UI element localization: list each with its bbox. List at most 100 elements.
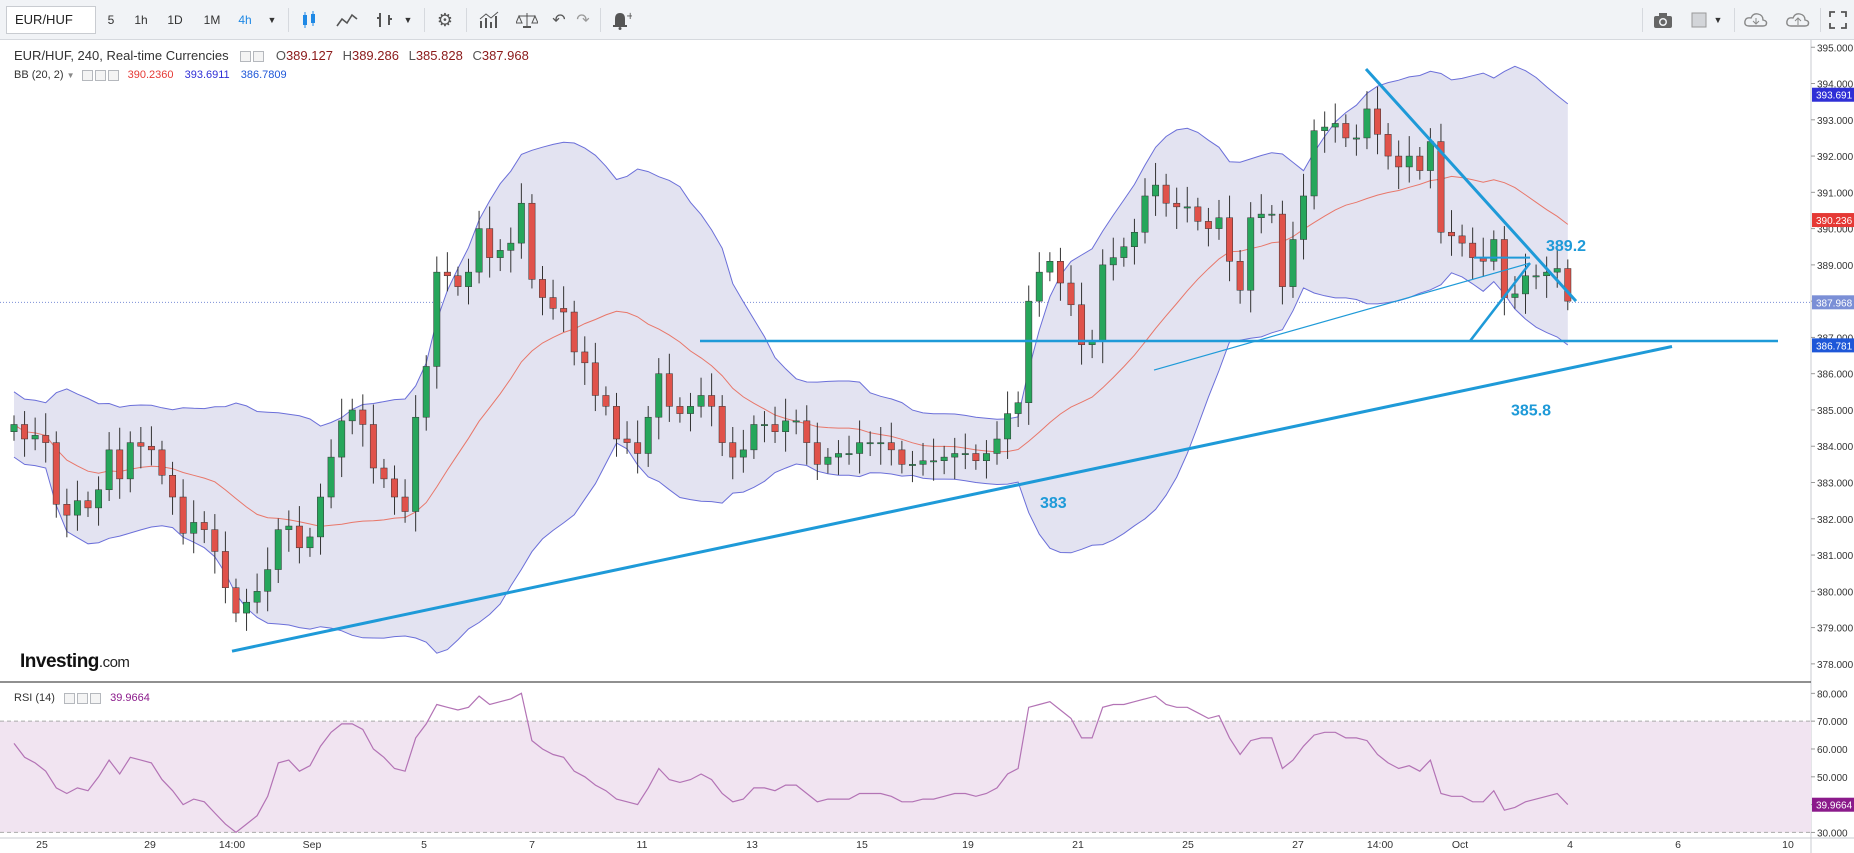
candle — [1046, 252, 1054, 282]
price-tick-label: 385.000 — [1817, 406, 1854, 417]
candles-icon[interactable] — [296, 6, 322, 34]
candle — [274, 518, 282, 583]
candle — [1215, 199, 1223, 240]
candle-body — [940, 456, 948, 461]
candle-body — [285, 525, 293, 530]
indicators-icon[interactable] — [474, 6, 504, 34]
price-tick-label: 394.000 — [1817, 80, 1854, 91]
time-tick-label: 29 — [144, 839, 156, 851]
undo-icon[interactable]: ↶ — [552, 12, 566, 29]
candle-body — [697, 395, 705, 407]
layout-dropdown-icon[interactable]: ▼ — [1713, 15, 1723, 25]
candle — [1173, 187, 1181, 229]
candle — [31, 417, 39, 451]
expand-icon[interactable] — [1826, 6, 1850, 34]
candle-body — [866, 442, 874, 445]
candle — [1363, 91, 1371, 150]
interval-1d-button[interactable]: 1D — [167, 13, 183, 27]
candle — [560, 286, 568, 332]
candle-body — [31, 435, 39, 440]
interval-1m-button[interactable]: 1M — [203, 13, 221, 27]
interval-dropdown-icon[interactable]: ▼ — [267, 15, 277, 25]
candle — [1289, 221, 1297, 298]
candle — [1278, 200, 1286, 305]
candle — [761, 411, 768, 443]
price-tick-label: 391.000 — [1817, 188, 1854, 199]
investing-logo: Investing.com — [20, 651, 130, 672]
candle — [105, 432, 113, 502]
candle — [317, 483, 324, 555]
candle-body — [623, 438, 631, 443]
candle-body — [454, 275, 462, 287]
camera-icon[interactable] — [1648, 6, 1678, 34]
candle — [137, 427, 145, 469]
time-tick-label: 6 — [1675, 839, 1681, 851]
candle — [824, 448, 832, 474]
compare-icon[interactable] — [512, 6, 542, 34]
candle-body — [401, 496, 409, 512]
candle — [1268, 205, 1276, 224]
candle-body — [221, 551, 229, 588]
candle — [845, 435, 853, 465]
bar-style-icon[interactable] — [372, 6, 398, 34]
candle-body — [1046, 261, 1054, 273]
interval-5-button[interactable]: 5 — [107, 13, 115, 27]
candle-body — [465, 271, 472, 287]
candle-body — [1564, 268, 1572, 302]
interval-4h-button[interactable]: 4h — [238, 13, 252, 27]
candle — [285, 510, 293, 552]
candle — [243, 588, 250, 631]
candle — [116, 427, 124, 499]
interval-1h-button[interactable]: 1h — [134, 13, 148, 27]
line-chart-icon[interactable] — [334, 6, 360, 34]
candle-body — [126, 442, 134, 480]
candle-body — [887, 442, 895, 451]
close-label: C — [472, 48, 482, 63]
candle-body — [158, 449, 166, 476]
fullscreen-box-icon[interactable] — [1686, 6, 1712, 34]
candle-body — [782, 420, 790, 432]
time-tick-label: 4 — [1567, 839, 1573, 851]
candle — [1490, 230, 1498, 271]
candle-body — [898, 449, 906, 465]
cloud-download-icon[interactable] — [1740, 6, 1772, 34]
candle-body — [993, 438, 1001, 454]
candle — [221, 531, 229, 604]
candle — [898, 440, 906, 474]
bb-lower-value: 386.7809 — [240, 69, 287, 81]
candle-body — [63, 504, 71, 516]
redo-icon[interactable]: ↷ — [576, 12, 590, 29]
price-tag — [1812, 213, 1854, 228]
candle — [21, 411, 29, 457]
chart-style-dropdown-icon[interactable]: ▼ — [403, 15, 413, 25]
candle — [126, 431, 134, 493]
open-label: O — [275, 48, 286, 63]
candle-body — [348, 409, 356, 422]
cloud-upload-icon[interactable] — [1782, 6, 1814, 34]
candle-body — [232, 587, 240, 614]
price-tick-label: 389.000 — [1817, 261, 1854, 272]
candle — [1532, 264, 1540, 290]
candle-body — [105, 449, 113, 491]
alert-icon[interactable]: + — [606, 6, 636, 34]
settings-icon[interactable]: ⚙ — [436, 9, 454, 30]
candle — [433, 256, 441, 389]
candle-body — [1152, 184, 1160, 197]
candle — [496, 239, 504, 272]
candle-body — [919, 460, 927, 465]
candle-body — [369, 424, 377, 469]
candle — [951, 437, 959, 480]
candle-body — [961, 453, 969, 455]
price-tick-label: 381.000 — [1817, 551, 1854, 562]
candle — [422, 355, 430, 431]
candle — [327, 439, 335, 509]
symbol-input[interactable]: EUR/HUF — [6, 6, 96, 34]
candle — [665, 353, 673, 422]
candle — [1416, 147, 1424, 180]
time-tick-label: 5 — [421, 839, 427, 851]
price-tick-label: 379.000 — [1817, 624, 1854, 635]
candle — [961, 433, 969, 470]
candle — [369, 404, 377, 484]
candle-body — [972, 453, 980, 461]
